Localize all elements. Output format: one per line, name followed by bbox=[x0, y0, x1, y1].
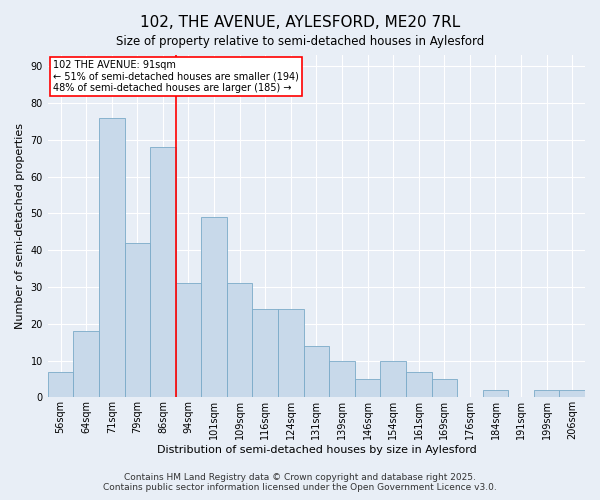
Bar bbox=[176, 284, 201, 398]
Bar bbox=[278, 309, 304, 398]
Bar bbox=[482, 390, 508, 398]
Text: 102, THE AVENUE, AYLESFORD, ME20 7RL: 102, THE AVENUE, AYLESFORD, ME20 7RL bbox=[140, 15, 460, 30]
Bar bbox=[227, 284, 253, 398]
Y-axis label: Number of semi-detached properties: Number of semi-detached properties bbox=[15, 123, 25, 329]
Bar bbox=[355, 379, 380, 398]
Bar bbox=[329, 360, 355, 398]
Bar bbox=[380, 360, 406, 398]
Text: Size of property relative to semi-detached houses in Aylesford: Size of property relative to semi-detach… bbox=[116, 35, 484, 48]
Bar bbox=[431, 379, 457, 398]
Bar bbox=[48, 372, 73, 398]
Bar bbox=[534, 390, 559, 398]
Bar bbox=[253, 309, 278, 398]
Bar bbox=[201, 217, 227, 398]
Text: 102 THE AVENUE: 91sqm
← 51% of semi-detached houses are smaller (194)
48% of sem: 102 THE AVENUE: 91sqm ← 51% of semi-deta… bbox=[53, 60, 299, 94]
Bar bbox=[150, 147, 176, 398]
Bar bbox=[73, 331, 99, 398]
Bar bbox=[304, 346, 329, 398]
Bar bbox=[125, 243, 150, 398]
Text: Contains HM Land Registry data © Crown copyright and database right 2025.
Contai: Contains HM Land Registry data © Crown c… bbox=[103, 473, 497, 492]
Bar bbox=[99, 118, 125, 398]
Bar bbox=[559, 390, 585, 398]
Bar bbox=[406, 372, 431, 398]
X-axis label: Distribution of semi-detached houses by size in Aylesford: Distribution of semi-detached houses by … bbox=[157, 445, 476, 455]
